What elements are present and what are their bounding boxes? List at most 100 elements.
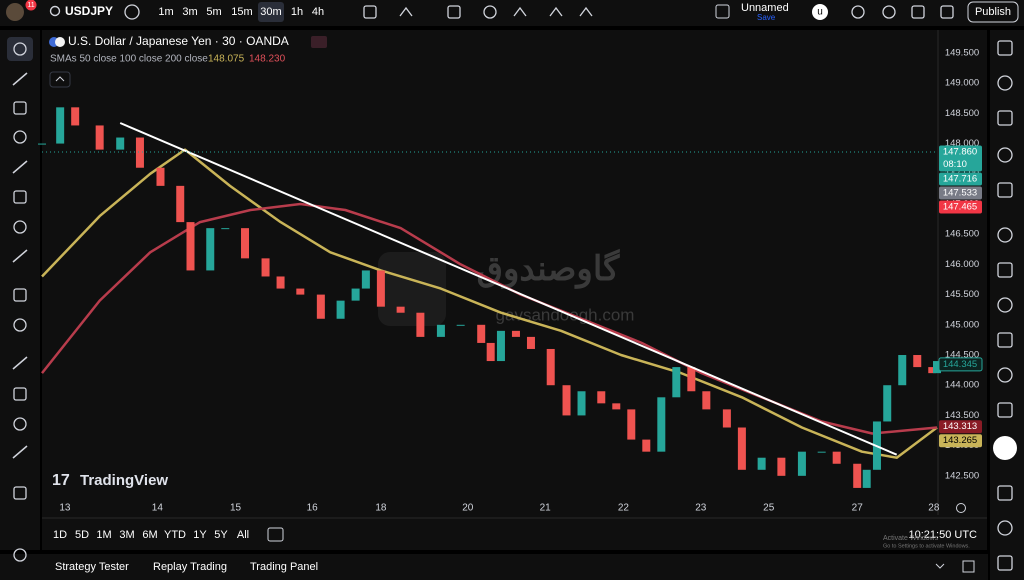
y-tick-label: 142.500: [945, 470, 979, 481]
sidebar-icon[interactable]: [997, 227, 1013, 243]
y-tick-label: 144.500: [945, 350, 979, 361]
tool-icon[interactable]: [13, 486, 27, 500]
range-button[interactable]: 1D: [53, 529, 67, 541]
layout-name[interactable]: Unnamed: [741, 2, 789, 14]
sidebar-icon[interactable]: [997, 555, 1013, 571]
price-axis: 149.500149.000148.500148.000147.500147.0…: [59, 47, 983, 514]
sidebar-icon[interactable]: [997, 147, 1013, 163]
sidebar-icon[interactable]: [997, 75, 1013, 91]
toolbar-icon[interactable]: [940, 5, 954, 19]
clock[interactable]: 10:21:50 UTC: [909, 529, 978, 541]
search-icon[interactable]: [49, 5, 61, 17]
compare-icon[interactable]: [124, 4, 140, 20]
panel-maximize-icon[interactable]: [962, 560, 975, 573]
candle: [928, 367, 937, 374]
toolbar-icon[interactable]: [483, 5, 497, 19]
y-tick-label: 149.500: [945, 47, 979, 58]
interval-button[interactable]: 30m: [260, 6, 281, 18]
price-label-text: 147.465: [943, 202, 977, 213]
toolbar-icon[interactable]: [549, 6, 563, 17]
candle: [496, 330, 505, 362]
sidebar-icon[interactable]: [997, 110, 1013, 126]
user-initial: u: [817, 7, 823, 18]
toolbar-icon[interactable]: [882, 5, 896, 19]
sidebar-icon[interactable]: [997, 297, 1013, 313]
axis-settings-icon[interactable]: [956, 503, 966, 513]
candle: [883, 385, 892, 422]
os-notice-title: Activate Windows: [883, 535, 939, 542]
candle: [221, 228, 230, 230]
toolbar-icon[interactable]: [513, 6, 527, 17]
range-button[interactable]: 1Y: [193, 529, 207, 541]
layout-checkbox[interactable]: [715, 4, 730, 19]
interval-button[interactable]: 4h: [312, 6, 324, 18]
price-label: [939, 200, 982, 214]
sidebar-icon[interactable]: [997, 402, 1013, 418]
tool-icon[interactable]: [12, 356, 28, 370]
x-tick-label: 13: [59, 503, 71, 514]
bottom-tab[interactable]: Strategy Tester: [55, 561, 129, 573]
tool-icon[interactable]: [12, 160, 28, 174]
range-button[interactable]: 3M: [119, 529, 134, 541]
tool-icon[interactable]: [13, 101, 27, 115]
goto-date-icon[interactable]: [267, 527, 284, 542]
y-tick-label: 146.500: [945, 229, 979, 240]
toolbar-icon[interactable]: [911, 5, 925, 19]
avatar[interactable]: [6, 3, 24, 21]
range-button[interactable]: 5D: [75, 529, 89, 541]
watermark-logo: [378, 252, 446, 326]
bottom-tab[interactable]: Trading Panel: [250, 561, 318, 573]
tool-icon[interactable]: [13, 548, 27, 562]
tool-icon[interactable]: [12, 249, 28, 263]
tool-icon[interactable]: [12, 445, 28, 459]
tool-icon[interactable]: [12, 72, 28, 86]
tool-icon[interactable]: [13, 387, 27, 401]
toolbar-icon[interactable]: [851, 5, 865, 19]
range-button[interactable]: 1M: [96, 529, 111, 541]
tool-icon[interactable]: [13, 130, 27, 144]
panel-collapse-icon[interactable]: [935, 563, 945, 569]
candle: [898, 355, 907, 386]
x-tick-label: 23: [695, 503, 707, 514]
indicator-name[interactable]: SMAs 50 close 100 close 200 close: [50, 54, 208, 65]
sidebar-icon[interactable]: [997, 332, 1013, 348]
tool-icon[interactable]: [13, 417, 27, 431]
x-tick-label: 14: [152, 503, 164, 514]
tool-icon[interactable]: [13, 318, 27, 332]
interval-button[interactable]: 3m: [182, 6, 197, 18]
interval-button[interactable]: 15m: [231, 6, 252, 18]
sidebar-icon[interactable]: [997, 485, 1013, 501]
interval-button[interactable]: 1h: [291, 6, 303, 18]
range-button[interactable]: YTD: [164, 529, 186, 541]
tool-icon[interactable]: [13, 220, 27, 234]
bottom-tab[interactable]: Replay Trading: [153, 561, 227, 573]
range-button[interactable]: All: [237, 529, 249, 541]
toolbar-icon[interactable]: [579, 6, 593, 17]
sidebar-icon[interactable]: [997, 262, 1013, 278]
tool-icon[interactable]: [13, 42, 27, 56]
interval-group: 1m 3m 5m 15m 30m 1h 4h: [158, 2, 324, 22]
toolbar-icon[interactable]: [399, 6, 413, 17]
toolbar-icon[interactable]: [363, 5, 377, 19]
symbol[interactable]: USDJPY: [65, 4, 113, 18]
candle: [486, 342, 495, 362]
sidebar-icon[interactable]: [997, 367, 1013, 383]
price-label: [939, 420, 982, 434]
range-button[interactable]: 6M: [142, 529, 157, 541]
interval-button[interactable]: 5m: [206, 6, 221, 18]
publish-button[interactable]: [967, 1, 1019, 23]
toolbar-icon[interactable]: [447, 5, 461, 19]
x-tick-label: 28: [928, 503, 940, 514]
candle: [511, 330, 520, 337]
user-avatar[interactable]: [812, 4, 828, 20]
sidebar-icon[interactable]: [997, 520, 1013, 536]
tool-icon[interactable]: [13, 190, 27, 204]
collapse-button[interactable]: [49, 71, 71, 88]
save-link[interactable]: Save: [757, 13, 776, 22]
range-button[interactable]: 5Y: [214, 529, 228, 541]
sidebar-active[interactable]: [993, 436, 1017, 460]
sidebar-icon[interactable]: [997, 182, 1013, 198]
sidebar-icon[interactable]: [997, 40, 1013, 56]
interval-button[interactable]: 1m: [158, 6, 173, 18]
tool-icon[interactable]: [13, 288, 27, 302]
